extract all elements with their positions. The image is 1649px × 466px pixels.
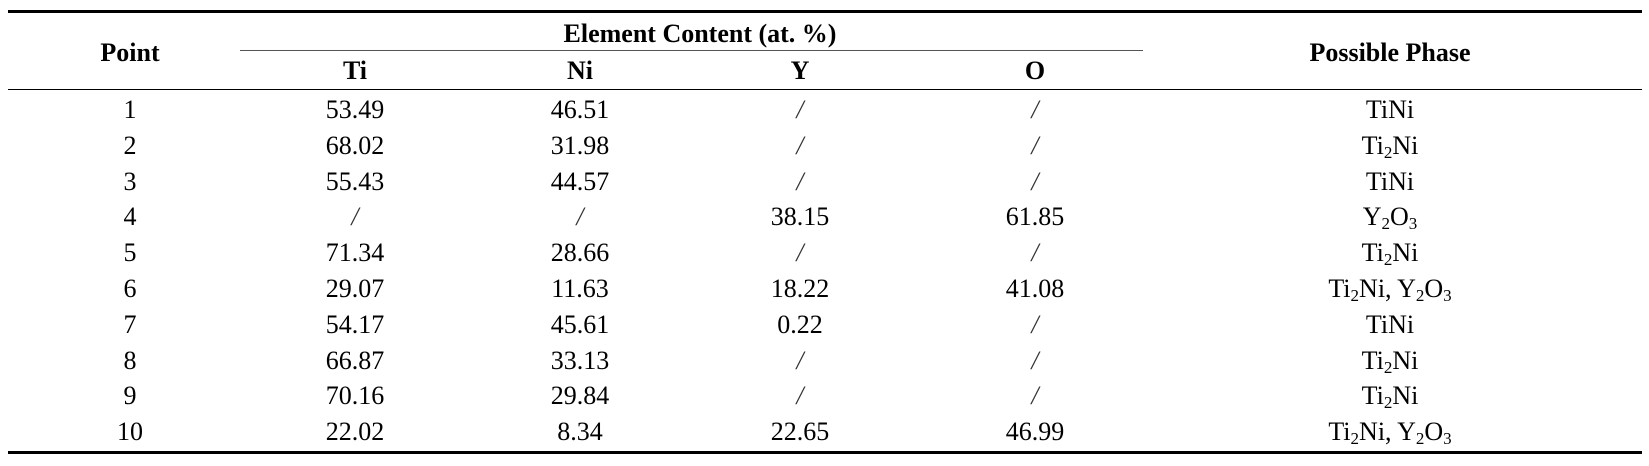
table-row: 8 66.87 33.13 / / Ti2Ni: [0, 343, 1649, 379]
cell-point: 3: [123, 166, 137, 196]
table-row: 5 71.34 28.66 / / Ti2Ni: [0, 235, 1649, 271]
table-row: 9 70.16 29.84 / / Ti2Ni: [0, 378, 1649, 414]
cell-phase: TiNi: [1365, 309, 1415, 339]
cell-phase: Ti2Ni: [1361, 130, 1419, 162]
cell-ni: 29.84: [550, 381, 610, 411]
header-ti: Ti: [342, 56, 368, 85]
cell-point: 6: [123, 273, 137, 303]
cell-y: /: [796, 166, 804, 196]
cell-ti: 70.16: [325, 381, 385, 411]
cell-o: /: [1031, 95, 1039, 124]
cell-phase: Y2O3: [1362, 202, 1418, 234]
cell-ti: 68.02: [325, 130, 385, 160]
cell-o: /: [1031, 381, 1039, 411]
table-row: 6 29.07 11.63 18.22 41.08 Ti2Ni, Y2O3: [0, 271, 1649, 307]
cell-ni: 11.63: [551, 273, 609, 303]
cell-ti: 22.02: [325, 417, 385, 447]
group-header-rule: [240, 50, 1143, 51]
header-possible-phase: Possible Phase: [1309, 38, 1471, 67]
table-row: 1 53.49 46.51 / / TiNi: [0, 92, 1649, 128]
cell-y: 22.65: [770, 417, 830, 447]
cell-ni: 8.34: [557, 417, 603, 447]
cell-point: 5: [123, 238, 137, 268]
header-o: O: [1024, 56, 1046, 85]
cell-ni: 31.98: [550, 130, 610, 160]
cell-phase: Ti2Ni: [1361, 238, 1419, 270]
cell-point: 1: [123, 95, 137, 124]
cell-o: /: [1031, 130, 1039, 160]
cell-y: 18.22: [770, 273, 830, 303]
cell-y: /: [796, 381, 804, 411]
cell-y: /: [796, 130, 804, 160]
cell-point: 4: [123, 202, 137, 232]
cell-point: 7: [123, 309, 137, 339]
cell-ti: 54.17: [325, 309, 385, 339]
bottom-rule: [8, 451, 1642, 454]
cell-ti: 66.87: [325, 345, 385, 375]
cell-ti: 53.49: [325, 95, 385, 124]
header-element-content-group: Element Content (at. %): [563, 19, 837, 48]
cell-ni: 33.13: [550, 345, 610, 375]
cell-o: /: [1031, 345, 1039, 375]
cell-o: /: [1031, 309, 1039, 339]
cell-ni: 44.57: [550, 166, 610, 196]
table-body: 1 53.49 46.51 / / TiNi 2 68.02 31.98 / / Ti2Ni 3 55.4…: [0, 92, 1649, 450]
table-row: 7 54.17 45.61 0.22 / TiNi: [0, 307, 1649, 343]
cell-ni: /: [576, 202, 584, 232]
cell-phase: TiNi: [1365, 166, 1415, 196]
cell-ti: /: [351, 202, 359, 232]
cell-y: /: [796, 238, 804, 268]
cell-o: /: [1031, 166, 1039, 196]
cell-o: 46.99: [1005, 417, 1065, 447]
header-rule: [8, 89, 1642, 90]
header-ni: Ni: [567, 56, 593, 85]
cell-point: 9: [123, 381, 137, 411]
cell-phase: Ti2Ni, Y2O3: [1328, 417, 1452, 449]
cell-ni: 28.66: [550, 238, 610, 268]
cell-y: 38.15: [770, 202, 830, 232]
cell-point: 10: [117, 417, 143, 447]
cell-phase: Ti2Ni: [1361, 345, 1419, 377]
table-row: 4 / / 38.15 61.85 Y2O3: [0, 199, 1649, 235]
cell-y: /: [796, 345, 804, 375]
cell-ti: 71.34: [325, 238, 385, 268]
cell-phase: Ti2Ni, Y2O3: [1328, 273, 1452, 305]
cell-o: /: [1031, 238, 1039, 268]
cell-point: 2: [123, 130, 137, 160]
cell-point: 8: [123, 345, 137, 375]
header-y: Y: [790, 56, 810, 85]
cell-ti: 29.07: [325, 273, 385, 303]
cell-ni: 46.51: [550, 95, 610, 124]
top-rule: [8, 10, 1642, 13]
header-point: Point: [100, 38, 160, 67]
cell-phase: Ti2Ni: [1361, 381, 1419, 413]
cell-o: 61.85: [1005, 202, 1065, 232]
cell-phase: TiNi: [1365, 95, 1415, 124]
table-row: 2 68.02 31.98 / / Ti2Ni: [0, 128, 1649, 164]
table-row: 3 55.43 44.57 / / TiNi: [0, 164, 1649, 200]
cell-ti: 55.43: [325, 166, 385, 196]
cell-y: 0.22: [777, 309, 823, 339]
cell-o: 41.08: [1005, 273, 1065, 303]
table-row: 10 22.02 8.34 22.65 46.99 Ti2Ni, Y2O3: [0, 414, 1649, 450]
cell-y: /: [796, 95, 804, 124]
cell-ni: 45.61: [550, 309, 610, 339]
